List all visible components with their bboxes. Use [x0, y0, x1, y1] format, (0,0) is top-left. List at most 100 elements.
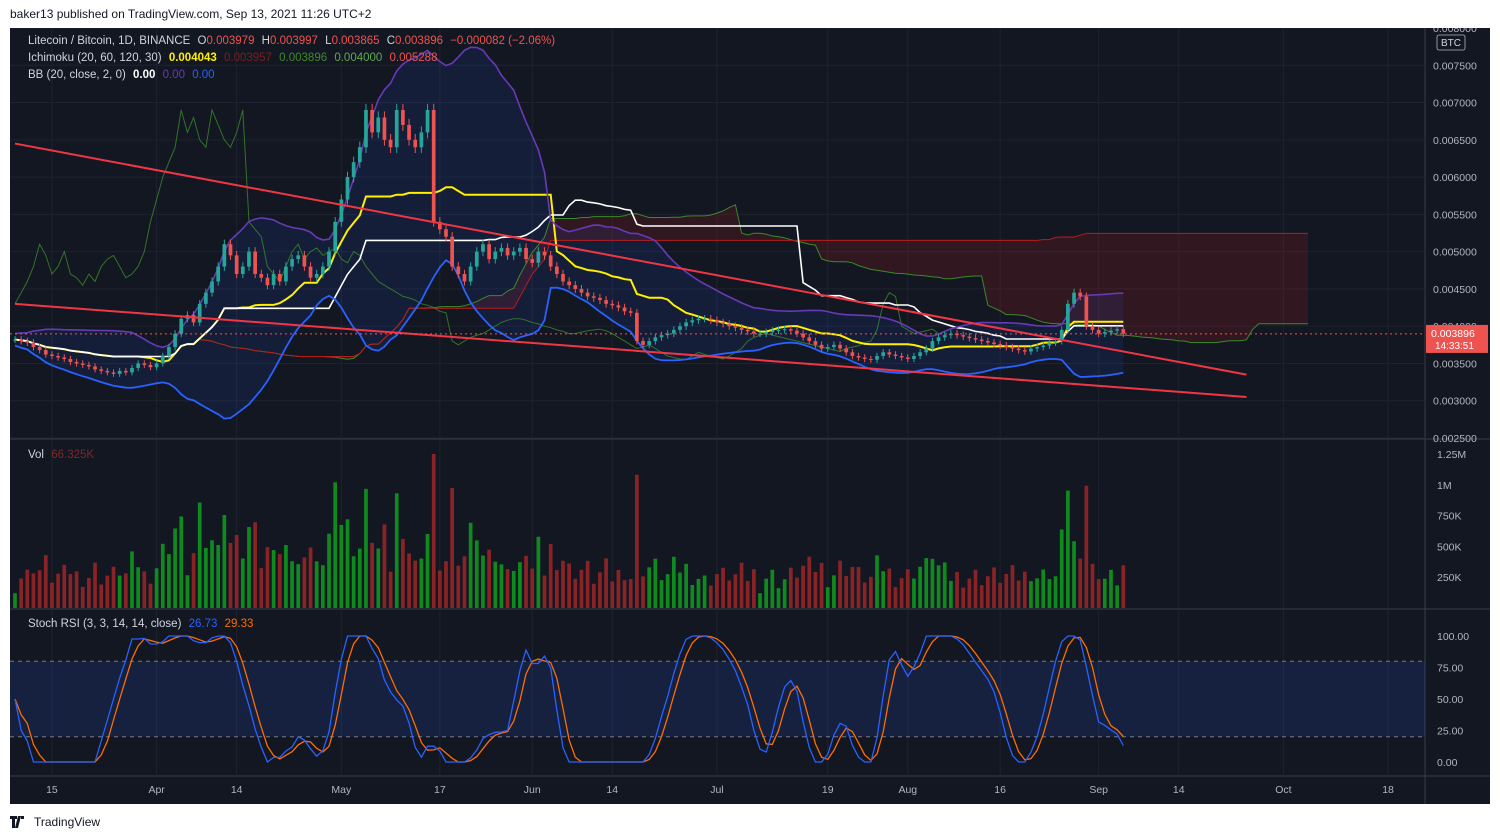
- countdown-label: 14:33:51: [1435, 341, 1474, 352]
- volume-bar: [321, 565, 325, 608]
- volume-bar: [887, 568, 892, 608]
- candle-body: [924, 348, 929, 353]
- stoch-rsi: [10, 635, 1425, 764]
- volume-bar: [130, 551, 134, 608]
- candle-body: [173, 333, 177, 348]
- volume-bar: [585, 560, 590, 608]
- candle-body: [444, 229, 448, 237]
- candle-body: [31, 342, 36, 348]
- time-tick-label: Jun: [524, 784, 541, 796]
- candle-body: [345, 177, 350, 200]
- candle-body: [474, 251, 479, 267]
- close-value: 0.003896: [395, 35, 444, 47]
- candle-body: [598, 297, 602, 301]
- volume-bar: [678, 572, 682, 608]
- stoch-tick-label: 0.00: [1437, 757, 1458, 769]
- volume-bar: [628, 579, 633, 608]
- candle-body: [591, 296, 596, 298]
- candle-body: [1035, 347, 1039, 349]
- volume-bar: [641, 576, 645, 608]
- volume-bar: [647, 567, 652, 608]
- volume-bar: [327, 533, 331, 608]
- candle-body: [795, 330, 799, 334]
- volume-bar: [123, 573, 128, 608]
- bb-legend: BB (20, close, 2, 0) 0.00 0.00 0.00: [28, 69, 219, 81]
- volume-bar: [1072, 541, 1076, 608]
- candle-body: [142, 363, 147, 365]
- candle-body: [875, 356, 879, 360]
- chart-area[interactable]: 0.008000 0.007500 0.007000 0.006500 0.006000…: [10, 28, 1490, 804]
- candle-body: [825, 347, 830, 349]
- current-price-badge: [1426, 324, 1488, 353]
- candle-body: [425, 110, 430, 133]
- price-tick-label: 0.007000: [1433, 98, 1477, 110]
- candle-body: [579, 288, 584, 293]
- candle-body: [659, 335, 664, 338]
- volume-bar: [561, 560, 565, 608]
- volume-tick-label: 750K: [1437, 511, 1462, 523]
- low-value: 0.003865: [331, 35, 380, 47]
- candle-body: [1066, 303, 1070, 330]
- candle-body: [401, 110, 405, 125]
- candle-body: [715, 320, 719, 323]
- candle-body: [19, 339, 24, 342]
- volume-bar: [819, 562, 824, 608]
- candle-body: [838, 344, 842, 349]
- volume-bar: [43, 555, 48, 608]
- ichimoku-kijun: [14, 199, 1124, 358]
- candle-body: [702, 318, 707, 320]
- volume-bar: [616, 569, 621, 608]
- volume-bar: [905, 569, 910, 608]
- volume-bar: [136, 567, 140, 608]
- time-tick-label: Aug: [898, 784, 917, 796]
- candle-body: [832, 344, 836, 348]
- time-tick-label: 18: [1382, 784, 1394, 796]
- candle-body: [844, 348, 849, 353]
- volume-bar: [825, 587, 830, 608]
- currency-badge: [1436, 34, 1466, 51]
- candle-body: [610, 303, 615, 306]
- bb-upper-value: 0.00: [162, 69, 185, 81]
- volume-bar: [881, 571, 886, 608]
- volume-bar: [684, 563, 688, 608]
- volume-bar: [505, 569, 510, 608]
- candle-body: [548, 255, 553, 267]
- candle-body: [431, 110, 436, 222]
- volume-bar: [518, 562, 522, 608]
- volume-bar: [899, 578, 904, 608]
- time-tick-label: May: [331, 784, 352, 796]
- candle-body: [481, 244, 485, 252]
- candle-body: [708, 318, 713, 321]
- volume-bar: [93, 562, 97, 608]
- volume-bar: [210, 540, 214, 608]
- volume-tick-label: 1M: [1437, 480, 1452, 492]
- high-label: H: [261, 35, 270, 47]
- volume-tick-label: 1.25M: [1437, 449, 1466, 461]
- volume-bar: [351, 556, 356, 608]
- volume-bar: [99, 584, 104, 608]
- candle-body: [1010, 347, 1015, 349]
- chart-svg[interactable]: 0.008000 0.007500 0.007000 0.006500 0.006000…: [10, 28, 1490, 804]
- candle-body: [998, 344, 1002, 346]
- volume-bar: [462, 556, 467, 608]
- candle-body: [745, 329, 750, 332]
- candles: [13, 103, 1126, 377]
- candle-body: [536, 251, 541, 263]
- volume-bar: [875, 555, 879, 608]
- candle-body: [351, 162, 356, 178]
- candle-body: [111, 372, 116, 374]
- volume-bar: [622, 580, 627, 608]
- price-tick-label: 0.006000: [1433, 172, 1477, 184]
- candle-body: [327, 251, 331, 267]
- volume-bar: [524, 555, 528, 608]
- candle-body: [148, 364, 153, 368]
- candle-body: [1102, 332, 1107, 334]
- volume-bar: [13, 593, 17, 608]
- volume-bar: [1084, 485, 1089, 608]
- candle-body: [1090, 326, 1095, 330]
- volume-bar: [142, 571, 147, 608]
- volume-bar: [117, 575, 122, 608]
- volume-bar: [394, 493, 399, 608]
- candle-body: [585, 292, 590, 297]
- time-tick-label: 17: [434, 784, 446, 796]
